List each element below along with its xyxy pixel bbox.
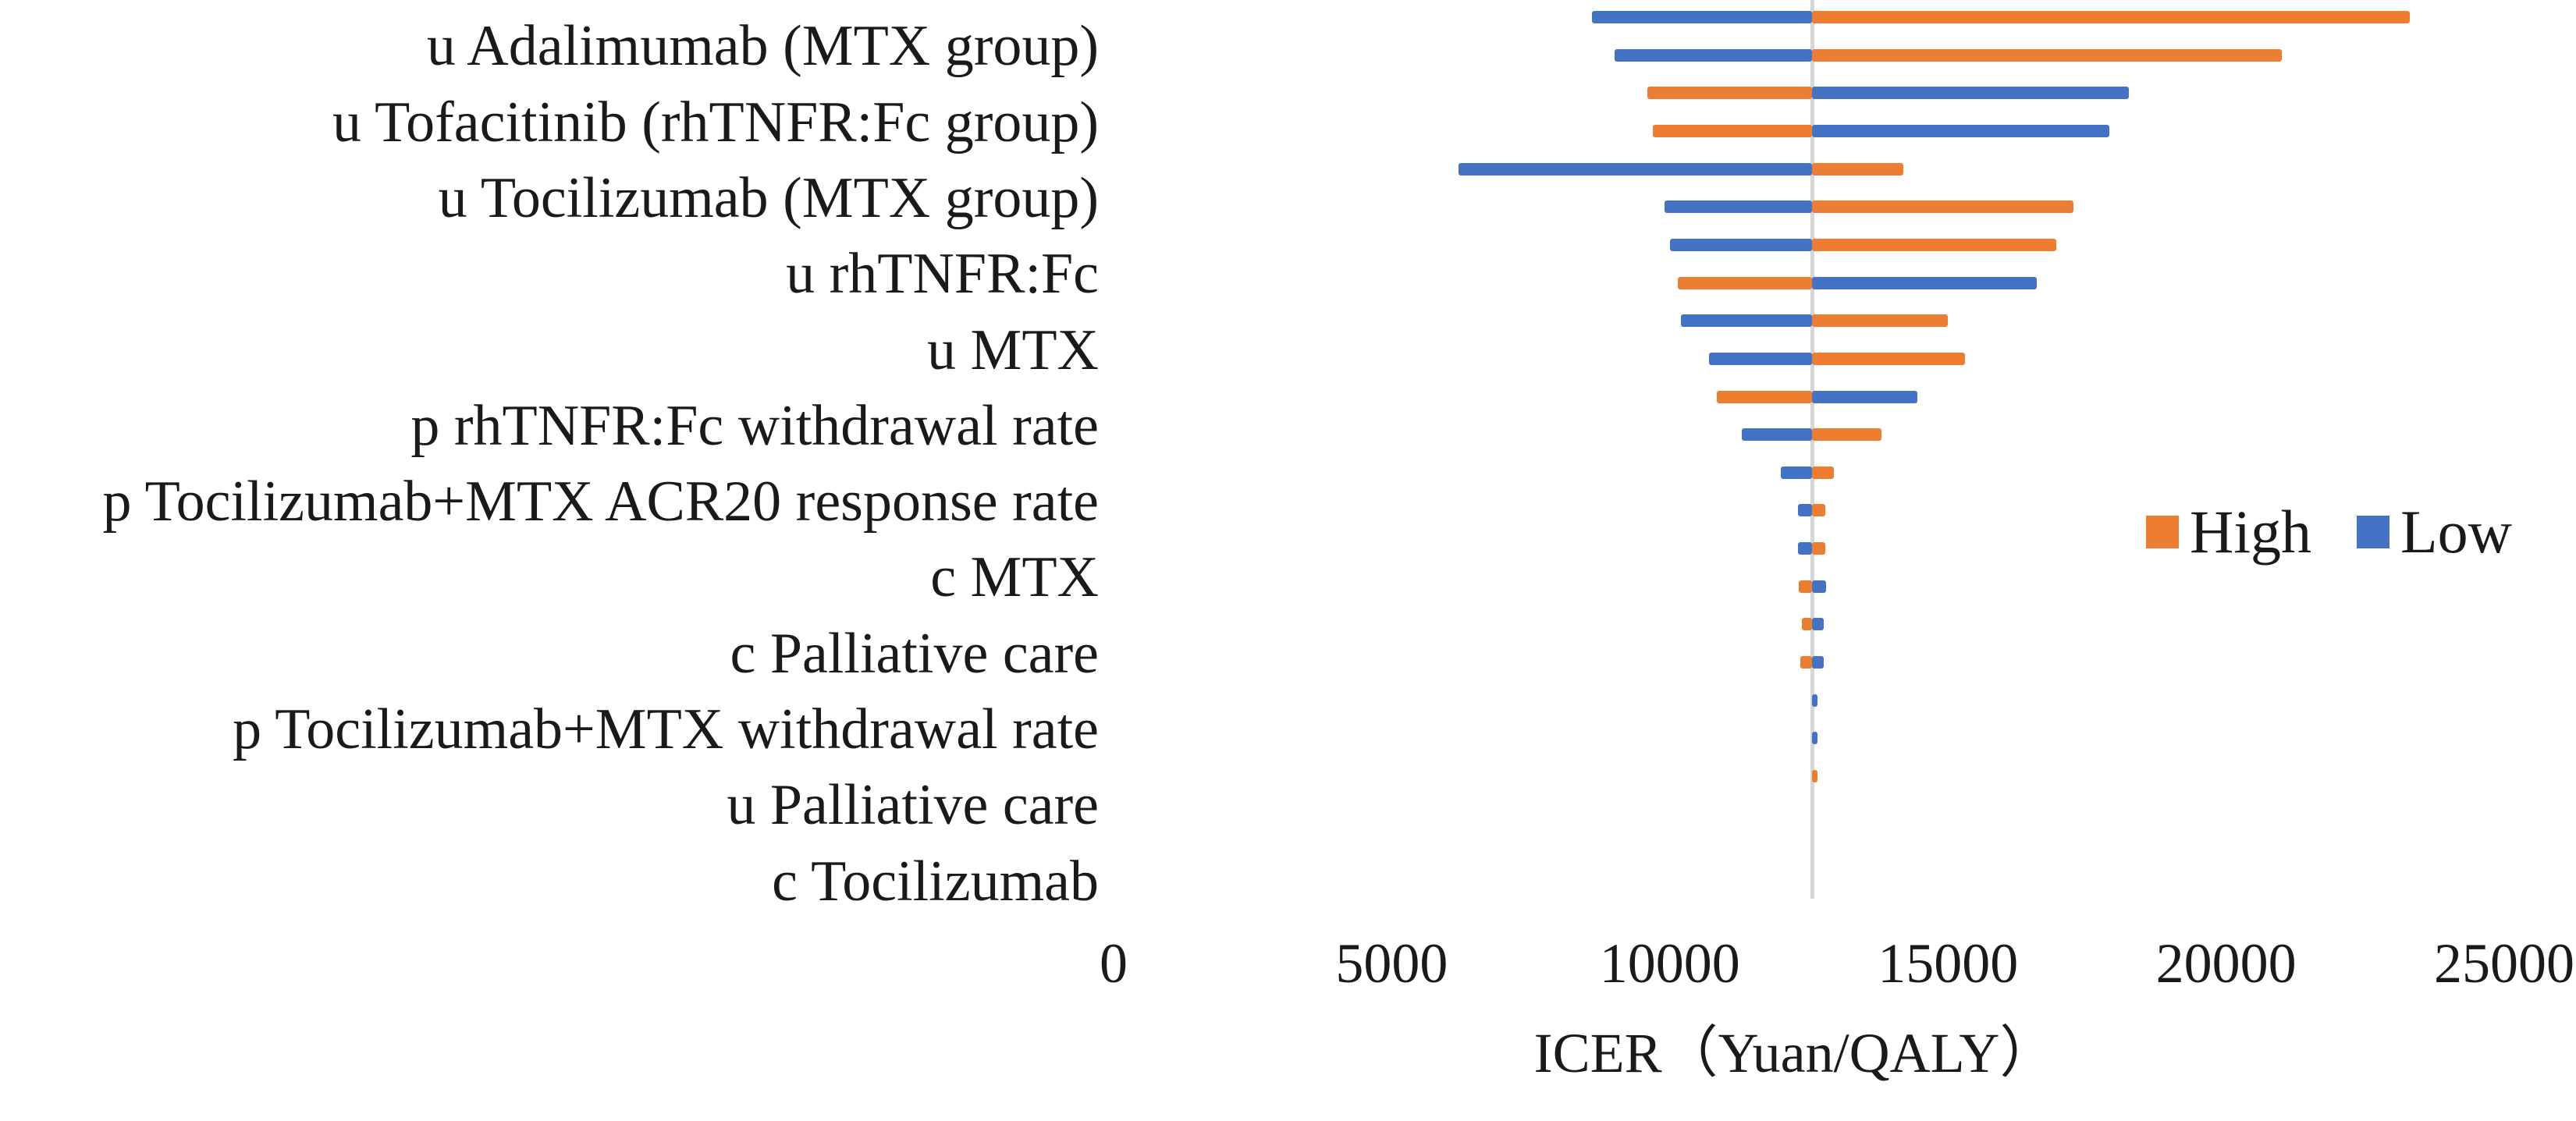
high-bar: [1812, 542, 1826, 555]
category-label: u Tocilizumab (MTX group): [438, 165, 1099, 230]
low-bar: [1812, 694, 1817, 707]
high-bar: [1717, 390, 1813, 403]
low-bar: [1812, 732, 1817, 745]
x-tick-label: 10000: [1599, 932, 1740, 995]
low-bar: [1708, 352, 1813, 365]
low-bar: [1681, 314, 1813, 328]
low-bar: [1797, 504, 1813, 517]
low-bar: [1812, 656, 1825, 669]
high-bar: [1799, 580, 1813, 593]
category-label: u Adalimumab (MTX group): [426, 14, 1099, 79]
low-bar: [1812, 124, 2109, 137]
category-label: c MTX: [930, 545, 1099, 610]
category-label: u MTX: [927, 317, 1099, 382]
high-bar: [1812, 428, 1881, 442]
high-bar: [1812, 504, 1826, 517]
low-bar: [1812, 276, 2038, 289]
legend: High Low: [2146, 499, 2512, 565]
high-bar: [1812, 48, 2282, 62]
legend-low-swatch: [2357, 516, 2389, 548]
low-bar: [1812, 390, 1917, 403]
x-tick-label: 15000: [1878, 932, 2019, 995]
high-bar: [1678, 276, 1813, 289]
low-bar: [1812, 87, 2129, 100]
category-label: c Palliative care: [730, 621, 1099, 686]
category-label: u Tofacitinib (rhTNFR:Fc group): [332, 90, 1099, 154]
high-bar: [1800, 656, 1813, 669]
high-bar: [1812, 162, 1904, 176]
high-bar: [1802, 618, 1813, 631]
low-bar: [1812, 580, 1827, 593]
x-tick-label: 25000: [2434, 932, 2574, 995]
x-tick-label: 20000: [2155, 932, 2297, 995]
baseline-axis-line: [1810, 0, 1814, 899]
high-bar: [1812, 11, 2410, 23]
category-label: c Tocilizumab: [772, 849, 1099, 913]
low-bar: [1781, 466, 1813, 479]
x-tick-label: 0: [1100, 932, 1128, 995]
low-bar: [1812, 618, 1825, 631]
low-bar: [1614, 48, 1813, 62]
legend-high-label: High: [2190, 498, 2311, 566]
category-label: u rhTNFR:Fc: [786, 242, 1099, 307]
category-label: p Tocilizumab+MTX ACR20 response rate: [102, 470, 1099, 534]
low-bar: [1797, 542, 1813, 555]
low-bar: [1592, 11, 1813, 23]
high-bar: [1812, 314, 1949, 328]
category-label: u Palliative care: [727, 773, 1099, 838]
low-bar: [1458, 162, 1813, 176]
legend-high-swatch: [2146, 516, 2179, 548]
legend-low-label: Low: [2400, 498, 2512, 566]
low-bar: [1669, 238, 1813, 251]
high-bar: [1812, 352, 1965, 365]
category-label: p Tocilizumab+MTX withdrawal rate: [233, 697, 1099, 762]
category-label: p rhTNFR:Fc withdrawal rate: [410, 393, 1099, 458]
high-bar: [1812, 238, 2057, 251]
high-bar: [1647, 87, 1813, 100]
high-bar: [1812, 770, 1817, 782]
high-bar: [1812, 466, 1835, 479]
high-bar: [1812, 200, 2073, 214]
low-bar: [1742, 428, 1813, 442]
x-axis-title: ICER（Yuan/QALY）: [1533, 1022, 2056, 1084]
x-tick-label: 5000: [1335, 932, 1448, 995]
low-bar: [1664, 200, 1813, 214]
high-bar: [1653, 124, 1813, 137]
